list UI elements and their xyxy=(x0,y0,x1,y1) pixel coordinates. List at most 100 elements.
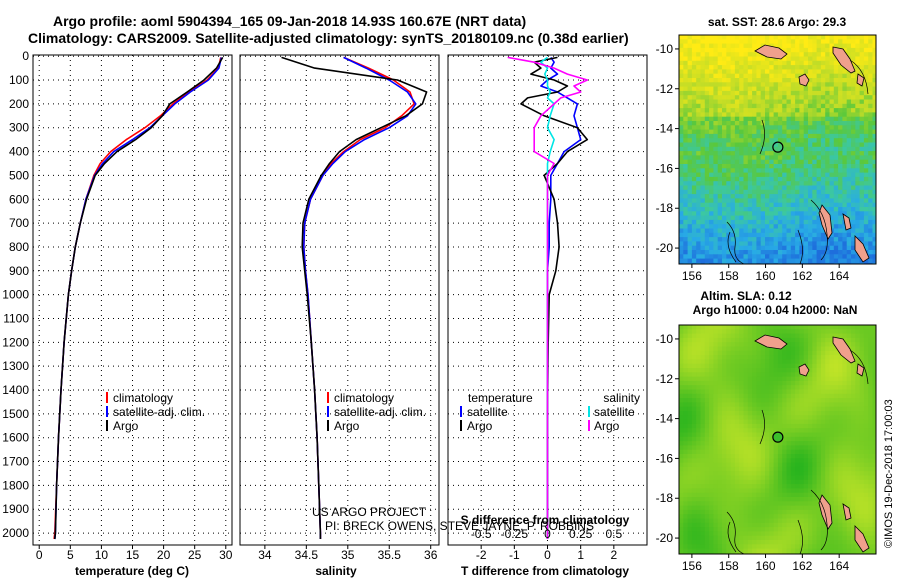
map-cell xyxy=(769,355,774,360)
map-cell xyxy=(687,393,693,399)
map-cell xyxy=(743,241,749,247)
map-cell xyxy=(808,43,813,49)
map-cell xyxy=(760,389,766,395)
map-cell xyxy=(812,333,817,339)
map-cell xyxy=(704,43,710,49)
map-cell xyxy=(696,207,701,212)
map-cell xyxy=(722,176,727,182)
map-cell xyxy=(833,176,839,182)
map-cell xyxy=(773,207,779,212)
map-cell xyxy=(812,363,817,369)
map-cell xyxy=(799,108,805,113)
map-cell xyxy=(820,237,826,242)
map-cell xyxy=(829,531,835,537)
map-cell xyxy=(687,121,693,126)
map-cell xyxy=(786,108,792,113)
map-cell xyxy=(704,155,710,161)
map-cell xyxy=(752,121,757,126)
map-cell xyxy=(717,189,723,195)
map-cell xyxy=(838,112,843,118)
map-cell xyxy=(691,385,697,390)
map-cell xyxy=(855,198,860,204)
map-cell xyxy=(756,350,762,356)
map-cell xyxy=(739,237,744,242)
map-cell xyxy=(773,254,779,259)
map-cell xyxy=(795,432,800,438)
map-cell xyxy=(833,189,839,195)
map-cell xyxy=(833,146,839,152)
map-cell xyxy=(696,172,701,178)
map-cell xyxy=(846,432,852,438)
map-cell xyxy=(717,241,723,247)
map-cell xyxy=(838,219,843,225)
map-cell xyxy=(709,428,714,433)
map-cell xyxy=(872,376,876,382)
map-cell xyxy=(773,509,779,515)
map-cell xyxy=(829,112,835,118)
map-cell xyxy=(859,52,865,57)
map-cell xyxy=(679,488,684,494)
map-cell xyxy=(713,82,719,87)
map-cell xyxy=(726,342,731,347)
map-cell xyxy=(803,419,809,425)
map-cell xyxy=(696,385,701,390)
map-cell xyxy=(691,355,697,360)
map-cell xyxy=(855,168,860,173)
map-cell xyxy=(786,146,792,152)
map-cell xyxy=(734,52,740,57)
map-cell xyxy=(851,441,856,446)
map-cell xyxy=(773,441,779,446)
map-cell xyxy=(790,363,796,369)
map-cell xyxy=(773,181,779,186)
map-cell xyxy=(786,514,792,519)
map-cell xyxy=(838,43,843,49)
map-cell xyxy=(730,232,736,238)
map-cell xyxy=(683,172,688,178)
map-cell xyxy=(855,133,860,139)
map-cell xyxy=(687,514,693,519)
map-cell xyxy=(679,52,684,57)
map-cell xyxy=(851,254,856,259)
map-cell xyxy=(838,488,843,494)
legend-t-argo: Argo xyxy=(467,419,493,433)
map-cell xyxy=(739,458,744,463)
map-cell xyxy=(812,454,817,459)
legend-s-satellite: satellite xyxy=(594,405,635,419)
map-cell xyxy=(709,329,714,334)
map-cell xyxy=(799,35,805,40)
map-cell xyxy=(777,142,783,148)
map-cell xyxy=(752,333,757,339)
map-cell xyxy=(808,185,813,191)
map-cell xyxy=(700,224,706,229)
map-cell xyxy=(808,207,813,212)
map-cell xyxy=(713,346,719,352)
map-cell xyxy=(803,337,809,343)
map-cell xyxy=(833,355,839,360)
map-cell xyxy=(838,142,843,148)
map-cell xyxy=(713,342,719,347)
map-cell xyxy=(859,458,865,463)
map-cell xyxy=(696,350,701,356)
map-cell xyxy=(859,385,865,390)
map-cell xyxy=(790,65,796,70)
map-cell xyxy=(863,454,869,459)
map-cell xyxy=(799,441,805,446)
map-cell xyxy=(700,245,706,251)
map-cell xyxy=(683,258,688,264)
map-cell xyxy=(739,376,744,382)
map-cell xyxy=(803,168,809,173)
map-cell xyxy=(691,423,697,429)
map-cell xyxy=(713,449,719,455)
map-cell xyxy=(825,363,830,369)
map-cell xyxy=(820,368,826,373)
map-cell xyxy=(820,522,826,528)
map-cell xyxy=(842,337,848,343)
map-cell xyxy=(808,159,813,165)
map-cell xyxy=(846,159,852,165)
map-cell xyxy=(730,142,736,148)
map-cell xyxy=(795,43,800,49)
map-cell xyxy=(838,39,843,44)
map-cell xyxy=(820,116,826,122)
map-cell xyxy=(691,484,697,489)
map-cell xyxy=(726,172,731,178)
